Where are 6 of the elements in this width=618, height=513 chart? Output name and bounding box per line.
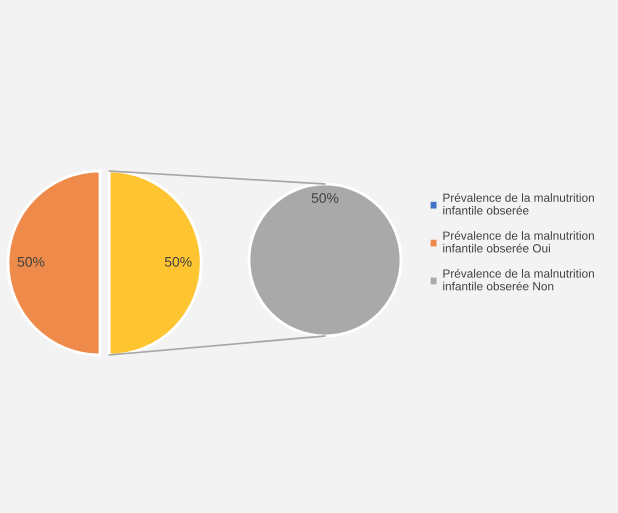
legend-label: Prévalence de la malnutrition infantile obserée Oui	[443, 231, 594, 253]
data-label: 50%	[312, 193, 338, 203]
legend-label: Prévalence de la malnutrition infantile obserée	[443, 193, 594, 215]
legend-label: Prévalence de la malnutrition infantile obserée Non	[443, 268, 594, 290]
data-label: 50%	[18, 256, 44, 267]
data-label: 50%	[164, 256, 192, 267]
